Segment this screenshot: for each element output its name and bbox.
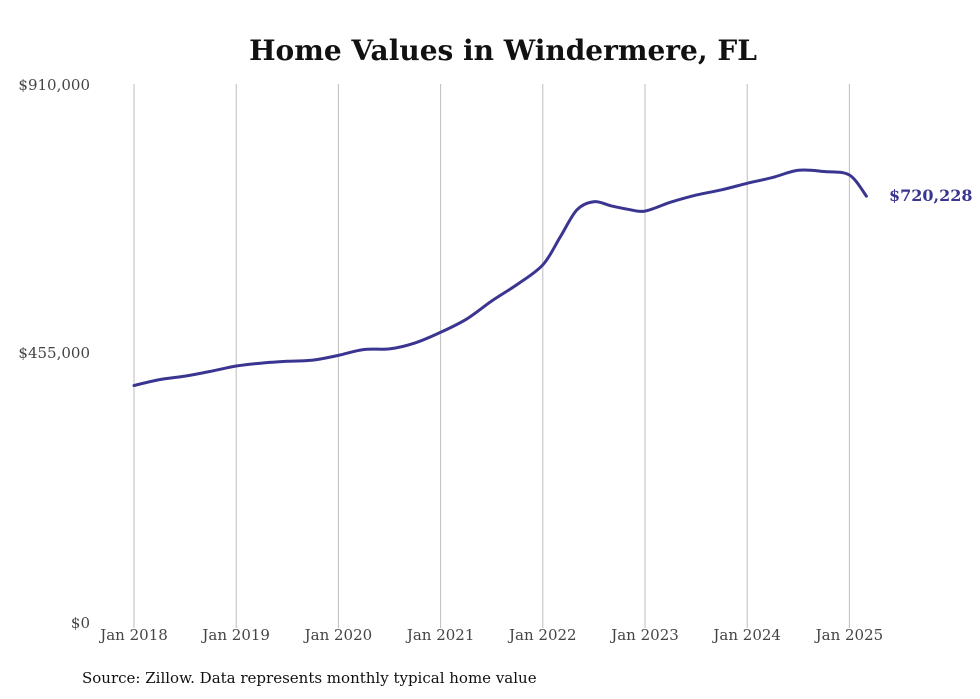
y-tick-label-zero: $0 [71,614,90,632]
grid-lines [133,84,850,628]
x-tick-label: Jan 2018 [98,626,168,644]
x-tick-label: Jan 2021 [405,626,475,644]
source-note: Source: Zillow. Data represents monthly … [82,669,537,687]
y-tick-label-mid: $455,000 [18,344,90,362]
x-tick-label: Jan 2020 [303,626,373,644]
x-tick-label: Jan 2022 [507,626,577,644]
last-value-label: $720,228 [889,186,973,205]
x-tick-label: Jan 2019 [200,626,270,644]
chart-title: Home Values in Windermere, FL [249,34,757,67]
x-axis: Jan 2018 Jan 2019 Jan 2020 Jan 2021 Jan 2022… [98,626,883,644]
x-tick-label: Jan 2023 [609,626,679,644]
home-value-line [132,168,868,387]
y-tick-label-max: $910,000 [18,76,90,94]
x-tick-label: Jan 2024 [711,626,781,644]
x-tick-label: Jan 2025 [814,626,884,644]
y-axis: $910,000 $455,000 $0 [18,76,90,632]
